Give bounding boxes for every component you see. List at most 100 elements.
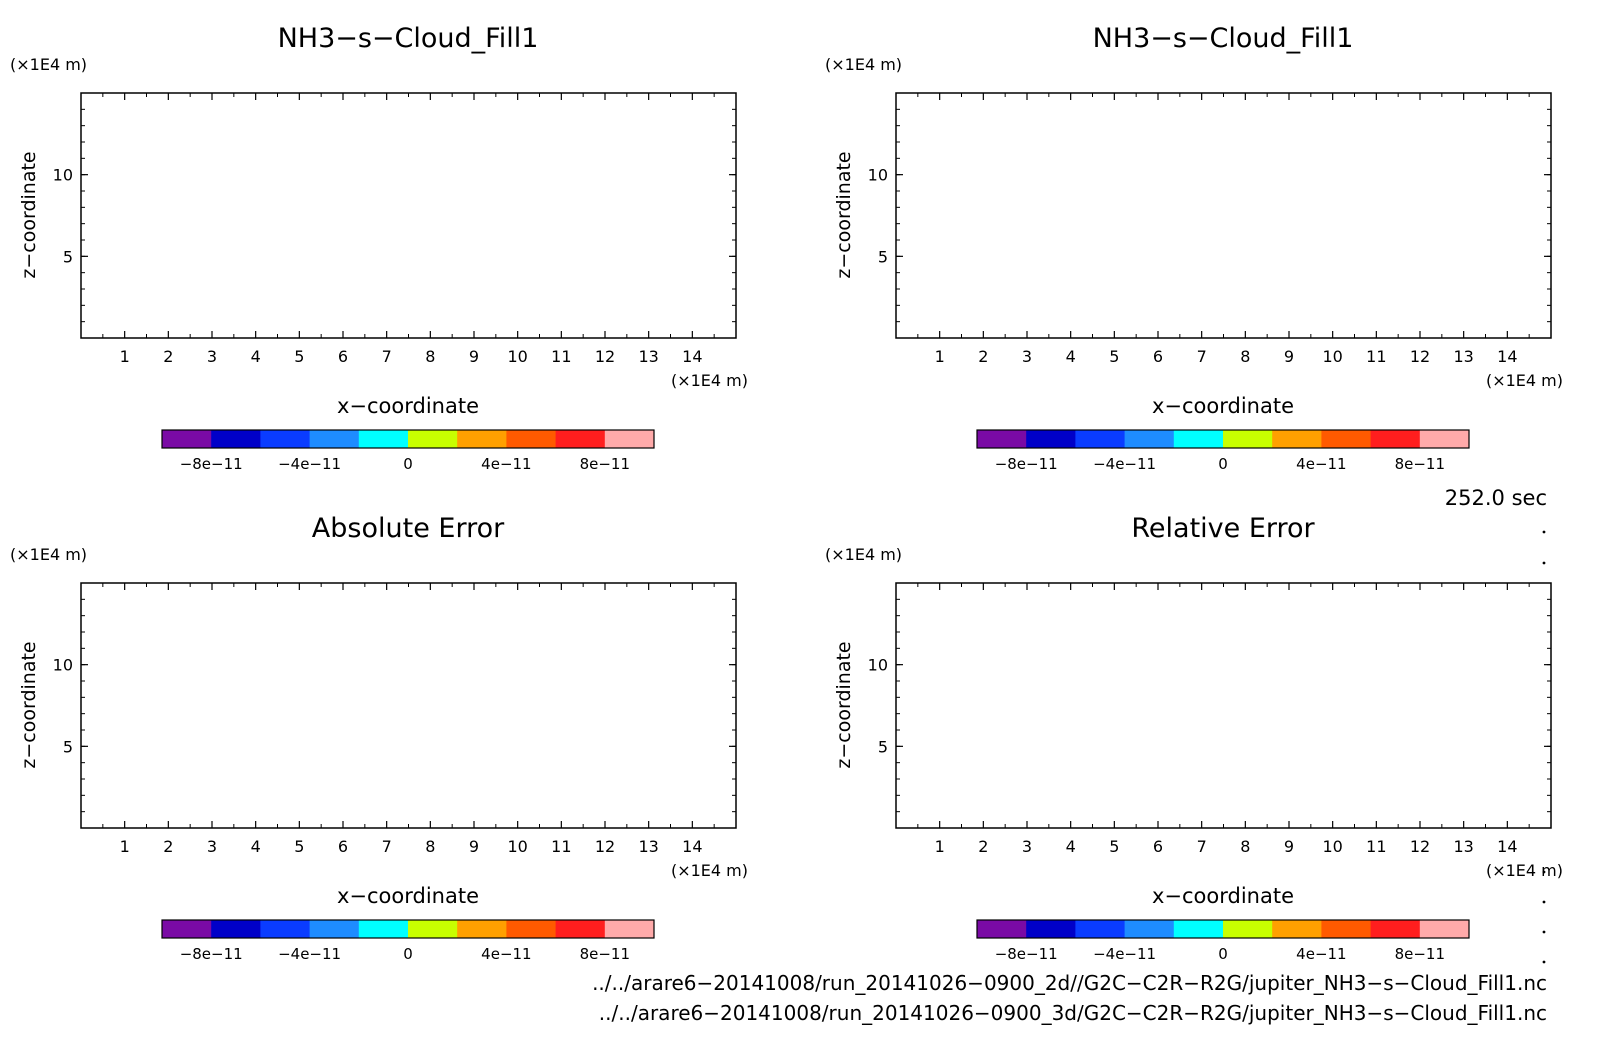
colorbar-swatch	[260, 430, 311, 448]
x-tick-label: 6	[338, 347, 348, 366]
x-tick-label: 1	[935, 347, 945, 366]
y-tick-label: 10	[53, 656, 73, 675]
colorbar-swatch	[162, 430, 212, 448]
colorbar-swatch	[408, 430, 458, 448]
colorbar-label: 0	[1218, 455, 1228, 473]
x-tick-label: 11	[1366, 837, 1386, 856]
x-tick-label: 1	[120, 347, 130, 366]
x-tick-label: 7	[1197, 347, 1207, 366]
colorbar-swatch	[1419, 430, 1470, 448]
chart-title: NH3−s−Cloud_Fill1	[278, 23, 539, 54]
plot-frame	[80, 92, 737, 339]
plot-frame	[895, 582, 1552, 829]
colorbar-swatch	[1075, 920, 1126, 938]
y-tick-label: 5	[878, 737, 888, 756]
plot-frame	[895, 92, 1552, 339]
colorbar-swatch	[1223, 430, 1273, 448]
colorbar-swatch	[358, 920, 409, 938]
x-unit-label: (×1E4 m)	[1486, 371, 1563, 390]
colorbar-label: 0	[403, 455, 413, 473]
x-tick-label: 6	[338, 837, 348, 856]
x-tick-label: 12	[1410, 347, 1430, 366]
colorbar-label: −4e−11	[278, 455, 341, 473]
chart-title: NH3−s−Cloud_Fill1	[1093, 23, 1354, 54]
y-tick-label: 5	[63, 737, 73, 756]
colorbar-swatch	[1272, 430, 1322, 448]
file-path-3d: ../../arare6−20141008/run_20141026−0900_…	[599, 1001, 1547, 1025]
colorbar-swatch	[211, 920, 261, 938]
x-tick-label: 12	[595, 837, 615, 856]
colorbar-label: −8e−11	[995, 455, 1058, 473]
x-tick-label: 7	[1197, 837, 1207, 856]
colorbar-label: −8e−11	[180, 945, 243, 963]
colorbar-swatch	[1321, 920, 1372, 938]
y-unit-label: (×1E4 m)	[825, 545, 902, 564]
colorbar-swatch	[309, 430, 360, 448]
colorbar-swatch	[555, 920, 606, 938]
colorbar-swatch	[1124, 920, 1175, 938]
colorbar-label: 8e−11	[1395, 455, 1445, 473]
x-tick-label: 11	[551, 347, 571, 366]
x-tick-label: 8	[425, 347, 435, 366]
file-path-2d: ../../arare6−20141008/run_20141026−0900_…	[592, 971, 1547, 995]
x-tick-label: 12	[1410, 837, 1430, 856]
x-tick-label: 9	[1284, 347, 1294, 366]
plot-frame	[80, 582, 737, 829]
colorbar-label: −4e−11	[1093, 945, 1156, 963]
x-tick-label: 6	[1153, 837, 1163, 856]
x-tick-label: 2	[163, 837, 173, 856]
x-tick-label: 13	[638, 347, 658, 366]
x-axis-label: x−coordinate	[1152, 394, 1294, 418]
colorbar-frame	[161, 429, 655, 449]
x-tick-label: 4	[251, 347, 261, 366]
colorbar-swatch	[211, 430, 261, 448]
colorbar-swatch	[604, 920, 655, 938]
x-tick-label: 5	[1109, 837, 1119, 856]
x-tick-label: 10	[507, 347, 527, 366]
x-unit-label: (×1E4 m)	[1486, 861, 1563, 880]
x-tick-label: 6	[1153, 347, 1163, 366]
x-tick-label: 2	[978, 837, 988, 856]
x-tick-label: 10	[507, 837, 527, 856]
x-tick-label: 4	[1066, 347, 1076, 366]
x-tick-label: 10	[1322, 347, 1342, 366]
colorbar-swatch	[1223, 920, 1273, 938]
x-tick-label: 7	[382, 347, 392, 366]
colorbar-swatch	[1272, 920, 1322, 938]
colorbar-swatch	[1124, 430, 1175, 448]
x-tick-label: 4	[1066, 837, 1076, 856]
colorbar-swatch	[555, 430, 606, 448]
colorbar-frame	[976, 429, 1470, 449]
x-tick-label: 3	[1022, 347, 1032, 366]
colorbar-swatch	[977, 430, 1027, 448]
decorative-dot	[1542, 960, 1546, 964]
x-tick-label: 13	[1453, 837, 1473, 856]
colorbar-label: 8e−11	[580, 455, 630, 473]
x-tick-label: 8	[1240, 837, 1250, 856]
x-tick-label: 11	[1366, 347, 1386, 366]
x-axis-label: x−coordinate	[337, 394, 479, 418]
y-axis-label: z−coordinate	[833, 151, 855, 278]
colorbar-swatch	[1026, 920, 1076, 938]
x-tick-label: 5	[1109, 347, 1119, 366]
x-tick-label: 5	[294, 347, 304, 366]
x-tick-label: 2	[978, 347, 988, 366]
y-unit-label: (×1E4 m)	[10, 545, 87, 564]
colorbar-swatch	[1075, 430, 1126, 448]
x-tick-label: 11	[551, 837, 571, 856]
y-unit-label: (×1E4 m)	[10, 55, 87, 74]
x-unit-label: (×1E4 m)	[671, 861, 748, 880]
time-label: 252.0 sec	[1445, 486, 1547, 510]
x-tick-label: 3	[1022, 837, 1032, 856]
y-tick-label: 10	[53, 166, 73, 185]
colorbar-swatch	[977, 920, 1027, 938]
x-tick-label: 1	[120, 837, 130, 856]
colorbar-swatch	[408, 920, 458, 938]
colorbar-label: −8e−11	[995, 945, 1058, 963]
colorbar-swatch	[604, 430, 655, 448]
x-unit-label: (×1E4 m)	[671, 371, 748, 390]
chart-title: Absolute Error	[312, 513, 505, 544]
decorative-dot	[1542, 530, 1546, 534]
y-tick-label: 10	[868, 656, 888, 675]
y-axis-label: z−coordinate	[18, 151, 40, 278]
